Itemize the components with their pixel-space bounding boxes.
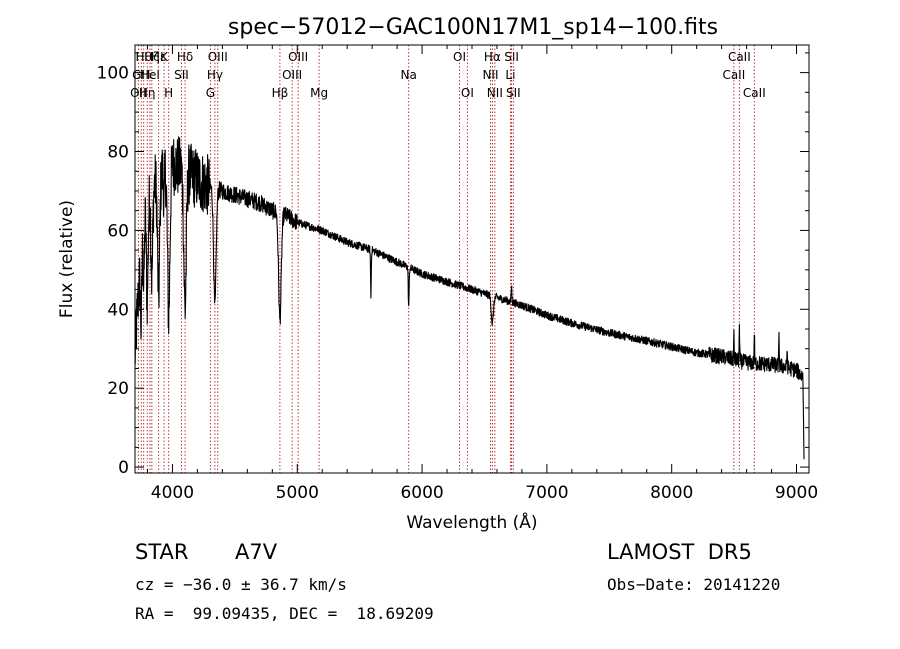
x-tick-label: 5000 — [276, 483, 319, 503]
y-axis-label: Flux (relative) — [57, 200, 77, 318]
spectrum-line — [134, 136, 805, 460]
line-marker-label: NII — [482, 68, 498, 82]
x-tick-label: 7000 — [525, 483, 568, 503]
x-tick-label: 9000 — [775, 483, 818, 503]
y-tick-label: 0 — [118, 458, 129, 478]
line-marker-label: OIII — [208, 50, 228, 64]
line-marker-label: HeI — [140, 68, 160, 82]
line-marker-label: Hη — [139, 86, 156, 100]
line-marker-label: Hε — [151, 50, 167, 64]
survey-name: LAMOST DR5 — [607, 540, 752, 564]
x-tick-label: 6000 — [400, 483, 443, 503]
line-marker-label: SII — [504, 50, 519, 64]
line-marker-label: OIII — [282, 68, 302, 82]
line-marker-label: SII — [174, 68, 189, 82]
line-marker-label: OII — [130, 86, 147, 100]
line-marker-label: K — [160, 50, 169, 64]
line-marker-label: H — [164, 86, 173, 100]
line-markers: OIIGHHθHηHeIHζHεKHSIIHδGHγOIIIHβOIIIOIII… — [130, 45, 766, 473]
object-class: STAR — [135, 540, 189, 564]
y-tick-label: 100 — [97, 64, 129, 84]
line-marker-label: SII — [506, 86, 521, 100]
line-marker-label: CaII — [722, 68, 745, 82]
line-marker-label: Hβ — [272, 86, 289, 100]
y-tick-label: 40 — [107, 300, 129, 320]
line-marker-label: GH — [132, 68, 150, 82]
chart-title: spec−57012−GAC100N17M1_sp14−100.fits — [228, 15, 718, 40]
observation-date: Obs−Date: 20141220 — [607, 575, 781, 594]
line-marker-label: Hα — [484, 50, 501, 64]
y-tick-label: 60 — [107, 221, 129, 241]
line-marker-label: Na — [401, 68, 417, 82]
line-marker-label: CaII — [728, 50, 751, 64]
line-marker-label: Hδ — [177, 50, 193, 64]
line-marker-label: Hθ — [136, 50, 152, 64]
spectral-subclass: A7V — [235, 540, 278, 564]
y-tick-label: 20 — [107, 379, 129, 399]
line-marker-label: Hζ — [144, 50, 160, 64]
line-marker-label: Hγ — [207, 68, 223, 82]
line-marker-label: CaII — [743, 86, 766, 100]
axes: 4000 5000 6000 7000 8000 9000 0 20 40 60 80 100 — [97, 45, 818, 503]
x-tick-label: 4000 — [151, 483, 194, 503]
line-marker-label: OIII — [288, 50, 308, 64]
line-marker-label: NII — [487, 86, 503, 100]
line-marker-label: OI — [453, 50, 466, 64]
x-axis-label: Wavelength (Å) — [406, 511, 537, 533]
x-tick-label: 8000 — [650, 483, 693, 503]
line-marker-label: G — [206, 86, 215, 100]
line-marker-label: Li — [505, 68, 515, 82]
radial-velocity: cz = −36.0 ± 36.7 km/s — [135, 575, 347, 594]
line-marker-label: Mg — [310, 86, 328, 100]
y-tick-label: 80 — [107, 143, 129, 163]
coordinates: RA = 99.09435, DEC = 18.69209 — [135, 604, 434, 623]
line-marker-label: OI — [461, 86, 474, 100]
plot-frame — [134, 44, 810, 474]
